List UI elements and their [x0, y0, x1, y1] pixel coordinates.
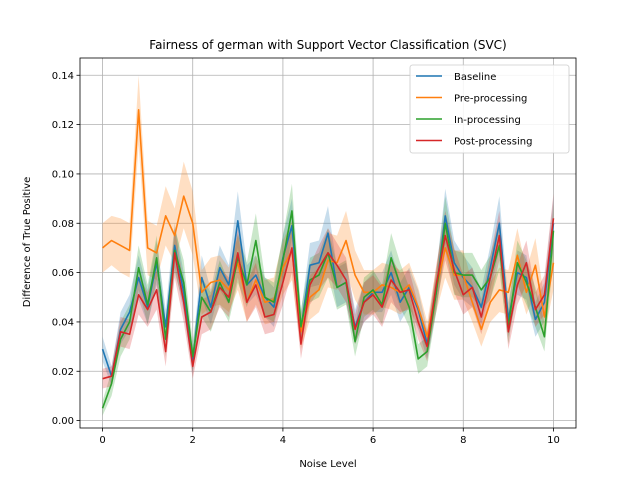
y-tick-label: 0.08	[52, 219, 74, 230]
y-axis-label: Difference of True Positive	[22, 177, 33, 308]
band-post-processing	[102, 193, 554, 389]
legend-box	[409, 64, 570, 154]
chart-title: Fairness of german with Support Vector C…	[149, 38, 506, 52]
band-in-processing	[102, 183, 554, 416]
y-tick-label: 0.14	[52, 71, 74, 82]
x-axis-label: Noise Level	[299, 459, 356, 470]
y-tick-label: 0.04	[52, 317, 74, 328]
y-tick-label: 0.02	[52, 367, 74, 378]
grid	[80, 58, 576, 428]
legend-label-pre-processing: Pre-processing	[454, 94, 527, 105]
legend-label-post-processing: Post-processing	[454, 137, 532, 148]
legend-label-baseline: Baseline	[454, 72, 496, 83]
y-axis-ticks: 0.00 0.02 0.04 0.06 0.08 0.10 0.12 0.14	[52, 71, 80, 427]
series-lines	[101, 109, 555, 409]
y-tick-label: 0.10	[52, 169, 74, 180]
x-tick-label: 10	[547, 435, 560, 446]
series-line-post-processing	[102, 218, 555, 380]
x-tick-label: 6	[370, 435, 376, 446]
band-baseline	[102, 188, 554, 387]
plot-frame	[79, 57, 577, 429]
y-tick-label: 0.00	[52, 416, 74, 427]
y-tick-label: 0.12	[52, 120, 74, 131]
series-line-pre-processing	[102, 109, 555, 338]
confidence-bands	[102, 75, 554, 416]
y-tick-label: 0.06	[52, 268, 74, 279]
x-axis-ticks: 0 2 4 6 8 10	[99, 428, 560, 446]
legend: Baseline Pre-processing In-processing Post-…	[409, 64, 570, 154]
legend-label-in-processing: In-processing	[454, 115, 521, 126]
x-tick-label: 8	[460, 435, 466, 446]
x-tick-label: 2	[190, 435, 196, 446]
x-tick-label: 0	[99, 435, 105, 446]
x-tick-label: 4	[280, 435, 286, 446]
band-pre-processing	[102, 75, 554, 352]
